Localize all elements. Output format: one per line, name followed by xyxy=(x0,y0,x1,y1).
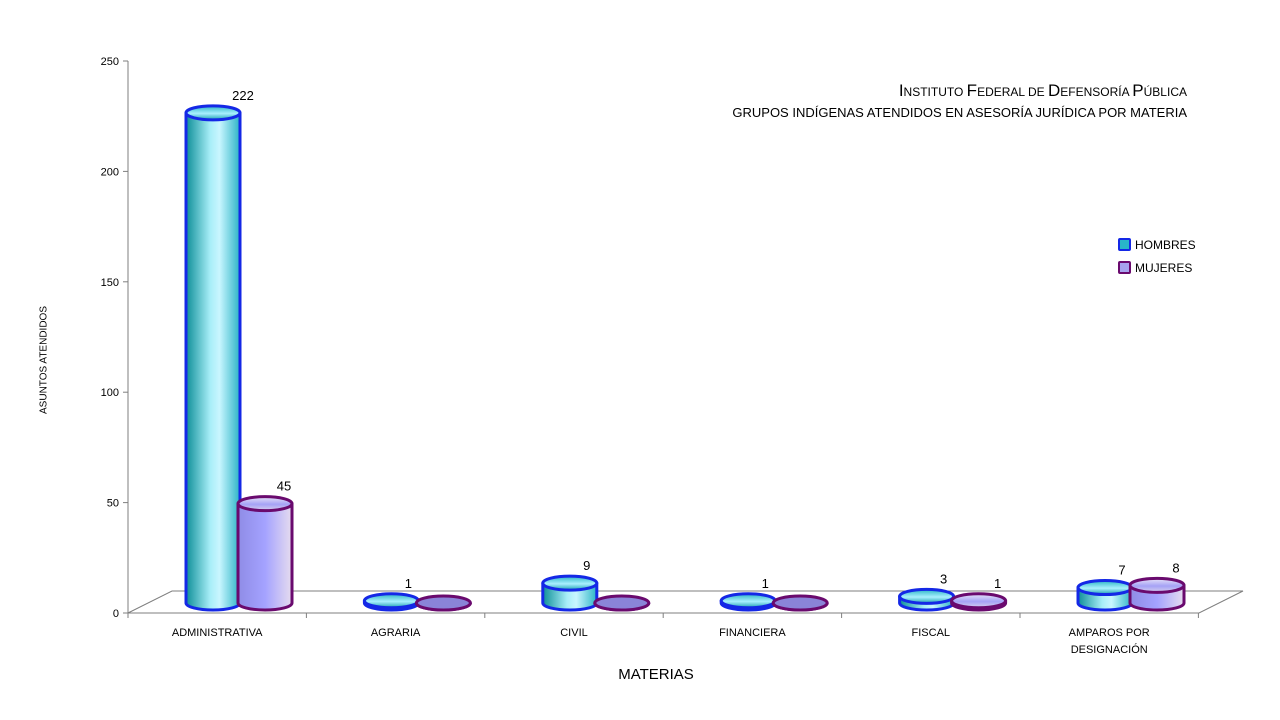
hombres-bar xyxy=(1076,579,1134,612)
legend-swatch-mujeres xyxy=(1118,261,1131,274)
hombres-bar xyxy=(719,592,777,612)
data-label-hombres: 1 xyxy=(405,576,412,591)
hombres-bar xyxy=(362,592,420,612)
y-tick-label: 150 xyxy=(101,277,119,289)
y-tick-label: 50 xyxy=(107,498,119,510)
data-label-mujeres: 45 xyxy=(277,479,291,494)
hombres-bar xyxy=(541,574,599,612)
mujeres-bar xyxy=(414,594,472,612)
y-tick-label: 100 xyxy=(101,387,119,399)
mujeres-bar-top xyxy=(771,594,829,612)
hombres-bar-top xyxy=(898,587,956,605)
title-part-4: Pública xyxy=(1132,81,1187,100)
title-part-1: Instituto xyxy=(898,81,967,100)
hombres-bar xyxy=(898,587,956,612)
x-tick-label: FISCAL xyxy=(912,627,951,639)
legend-label-mujeres: MUJERES xyxy=(1135,260,1193,275)
x-tick-label: ADMINISTRATIVA xyxy=(172,627,263,639)
mujeres-bar xyxy=(771,594,829,612)
hombres-bar-top xyxy=(184,104,242,122)
legend-item-hombres: HOMBRES xyxy=(1118,233,1196,256)
hombres-bar-top xyxy=(541,574,599,592)
chart-title-block: Instituto Federal de Defensoría Pública … xyxy=(732,80,1187,123)
data-label-mujeres: 8 xyxy=(1172,560,1179,575)
hombres-bar-top xyxy=(1076,579,1134,597)
title-part-3: Defensoría xyxy=(1047,81,1133,100)
data-label-hombres: 9 xyxy=(583,558,590,573)
mujeres-bar-body xyxy=(236,502,294,612)
data-label-hombres: 7 xyxy=(1118,563,1125,578)
data-label-hombres: 1 xyxy=(762,576,769,591)
mujeres-bar-top xyxy=(1128,576,1186,594)
data-label-hombres: 3 xyxy=(940,571,947,586)
mujeres-bar xyxy=(950,592,1008,612)
hombres-bar-body xyxy=(184,111,242,612)
data-label-mujeres: 1 xyxy=(994,576,1001,591)
y-tick-label: 0 xyxy=(113,608,119,620)
title-part-2: Federal de xyxy=(966,81,1048,100)
chart-title: Instituto Federal de Defensoría Pública xyxy=(732,80,1187,103)
y-axis-label: ASUNTOS ATENDIDOS xyxy=(38,306,50,414)
mujeres-bar-top xyxy=(236,495,294,513)
mujeres-bar-top xyxy=(950,592,1008,610)
mujeres-bar-top xyxy=(414,594,472,612)
y-tick-label: 250 xyxy=(101,56,119,68)
data-label-hombres: 222 xyxy=(232,88,254,103)
mujeres-bar xyxy=(593,594,651,612)
chart-floor xyxy=(127,590,1244,614)
chart-subtitle: GRUPOS INDÍGENAS ATENDIDOS EN ASESORÍA J… xyxy=(732,105,1187,120)
x-tick-label: FINANCIERA xyxy=(719,627,786,639)
x-tick-label: AMPAROS POR xyxy=(1069,627,1150,639)
y-tick-label: 200 xyxy=(101,166,119,178)
hombres-bar xyxy=(184,104,242,612)
chart-axes: 0 50 100 150 200 250 ADMINISTRATIVA AGRARIA CIVI… xyxy=(101,56,1244,656)
legend-swatch-hombres xyxy=(1118,238,1131,251)
chart-legend: HOMBRES MUJERES xyxy=(1118,233,1196,279)
chart-labels: 222 45 1 9 1 3 1 7 8 xyxy=(232,88,1179,591)
x-axis-label: MATERIAS xyxy=(618,666,694,683)
legend-item-mujeres: MUJERES xyxy=(1118,256,1196,279)
x-tick-label: AGRARIA xyxy=(371,627,421,639)
chart-bars xyxy=(184,104,1186,612)
mujeres-bar-top xyxy=(593,594,651,612)
hombres-bar-top xyxy=(362,592,420,610)
hombres-bar-top xyxy=(719,592,777,610)
x-tick-label: CIVIL xyxy=(560,627,588,639)
mujeres-bar xyxy=(236,495,294,612)
mujeres-bar xyxy=(1128,576,1186,612)
x-tick-label: DESIGNACIÓN xyxy=(1071,643,1148,656)
legend-label-hombres: HOMBRES xyxy=(1135,237,1196,252)
